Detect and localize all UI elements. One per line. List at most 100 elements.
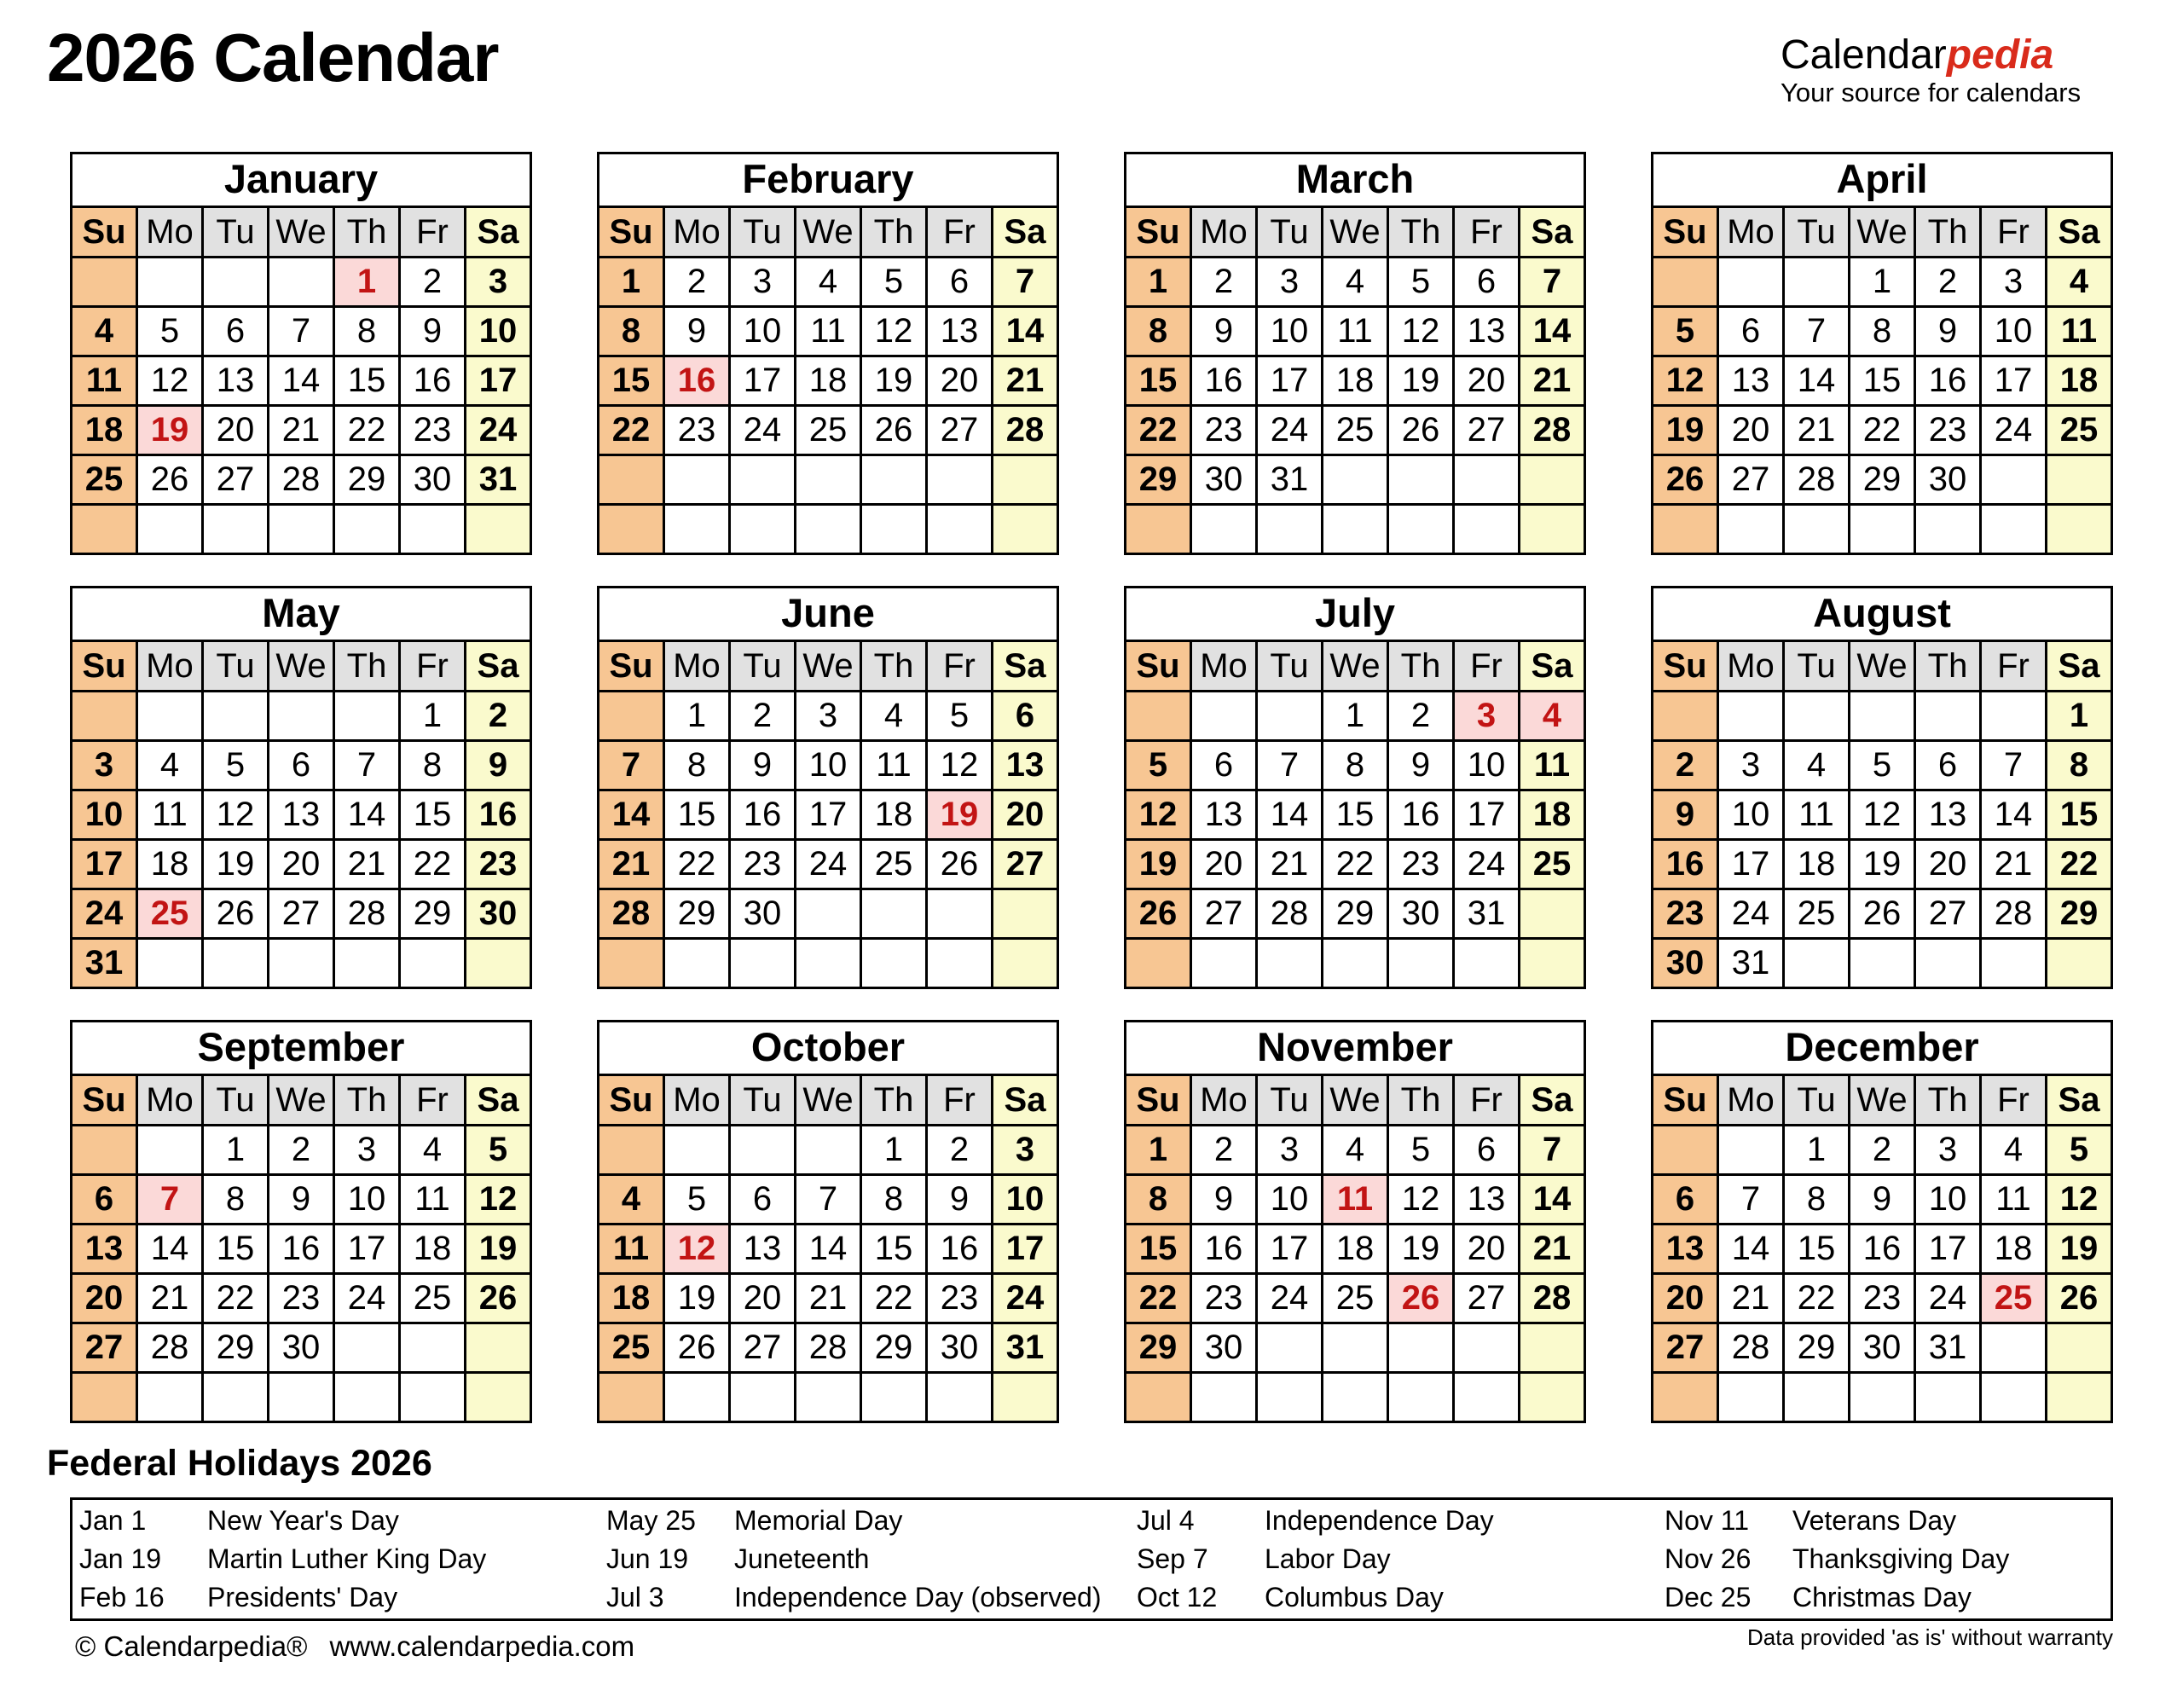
empty-cell — [1389, 1324, 1452, 1371]
empty-cell — [1785, 258, 1848, 305]
empty-cell — [1455, 940, 1518, 987]
date-cell: 18 — [1785, 841, 1848, 888]
date-cell: 16 — [1653, 841, 1717, 888]
date-cell: 20 — [731, 1275, 794, 1322]
day-header-su: Su — [1126, 642, 1190, 690]
date-cell: 7 — [1520, 258, 1584, 305]
date-cell: 15 — [1323, 791, 1387, 838]
empty-cell — [204, 940, 267, 987]
holiday-name: Independence Day — [1265, 1505, 1494, 1536]
day-header-tu: Tu — [731, 208, 794, 256]
date-cell: 6 — [1192, 742, 1255, 789]
month-title: March — [1126, 154, 1584, 206]
date-cell: 22 — [862, 1275, 925, 1322]
date-cell: 1 — [1126, 1126, 1190, 1173]
day-header-su: Su — [72, 1076, 136, 1124]
date-cell: 8 — [1850, 308, 1914, 355]
date-cell: 31 — [1719, 940, 1782, 987]
website-link[interactable]: www.calendarpedia.com — [329, 1630, 635, 1662]
date-cell: 21 — [1982, 841, 2045, 888]
date-cell: 4 — [599, 1176, 663, 1223]
date-cell: 12 — [1850, 791, 1914, 838]
date-cell: 26 — [1850, 890, 1914, 937]
date-cell: 7 — [335, 742, 398, 789]
copyright-label: © Calendarpedia® — [75, 1630, 308, 1662]
date-cell: 24 — [335, 1275, 398, 1322]
day-header-su: Su — [599, 642, 663, 690]
date-cell: 9 — [401, 308, 464, 355]
date-cell: 27 — [731, 1324, 794, 1371]
date-cell: 6 — [928, 258, 991, 305]
day-header-we: We — [269, 208, 333, 256]
date-cell: 21 — [335, 841, 398, 888]
date-cell: 4 — [401, 1126, 464, 1173]
empty-cell — [466, 940, 530, 987]
holiday-item: Jul 3 Independence Day (observed) — [599, 1578, 1130, 1617]
date-cell: 8 — [1126, 1176, 1190, 1223]
date-cell: 5 — [204, 742, 267, 789]
date-cell: 4 — [1520, 692, 1584, 739]
empty-cell — [1323, 506, 1387, 553]
date-cell: 25 — [599, 1324, 663, 1371]
empty-cell — [401, 1374, 464, 1421]
months-grid: January Su Mo Tu We Th Fr Sa 1 2 3 4 5 6 7 8 9 10 11 12 13 14… — [70, 152, 2113, 1423]
date-cell: 24 — [731, 407, 794, 454]
empty-cell — [72, 692, 136, 739]
day-header-mo: Mo — [138, 208, 201, 256]
date-cell: 1 — [2047, 692, 2111, 739]
date-cell: 2 — [1916, 258, 1979, 305]
date-cell: 20 — [1455, 1225, 1518, 1272]
date-cell: 1 — [335, 258, 398, 305]
date-cell: 12 — [1389, 1176, 1452, 1223]
date-cell: 11 — [2047, 308, 2111, 355]
month-february: February Su Mo Tu We Th Fr Sa 1 2 3 4 5 6 7 8 9 10 11 12 13 1… — [597, 152, 1059, 555]
date-cell: 21 — [599, 841, 663, 888]
date-cell: 21 — [796, 1275, 860, 1322]
day-header-su: Su — [1653, 208, 1717, 256]
date-cell: 9 — [1389, 742, 1452, 789]
holiday-date: Jan 1 — [79, 1505, 147, 1536]
date-cell: 5 — [466, 1126, 530, 1173]
day-header-sa: Sa — [993, 208, 1057, 256]
date-cell: 24 — [993, 1275, 1057, 1322]
empty-cell — [1258, 692, 1321, 739]
day-header-mo: Mo — [138, 642, 201, 690]
date-cell: 8 — [665, 742, 728, 789]
day-header-sa: Sa — [1520, 642, 1584, 690]
date-cell: 10 — [1916, 1176, 1979, 1223]
day-header-fr: Fr — [928, 642, 991, 690]
date-cell: 4 — [1323, 258, 1387, 305]
date-cell: 9 — [269, 1176, 333, 1223]
month-title: January — [72, 154, 530, 206]
date-cell: 27 — [928, 407, 991, 454]
date-cell: 28 — [1258, 890, 1321, 937]
holiday-column: Jan 1 New Year's Day Jan 19 Martin Luther K… — [72, 1502, 599, 1617]
holiday-name: Columbus Day — [1265, 1582, 1444, 1612]
logo-tagline: Your source for calendars — [1781, 78, 2082, 108]
empty-cell — [1982, 456, 2045, 503]
date-cell: 31 — [1455, 890, 1518, 937]
empty-cell — [1719, 258, 1782, 305]
date-cell: 14 — [796, 1225, 860, 1272]
date-cell: 15 — [1126, 357, 1190, 404]
day-header-fr: Fr — [1455, 642, 1518, 690]
day-header-sa: Sa — [466, 208, 530, 256]
day-header-mo: Mo — [1719, 642, 1782, 690]
date-cell: 20 — [1719, 407, 1782, 454]
date-cell: 11 — [599, 1225, 663, 1272]
logo-wordmark: Calendarpedia — [1781, 33, 2081, 77]
date-cell: 18 — [1323, 357, 1387, 404]
date-cell: 5 — [1389, 1126, 1452, 1173]
empty-cell — [1850, 940, 1914, 987]
date-cell: 17 — [993, 1225, 1057, 1272]
date-cell: 2 — [731, 692, 794, 739]
date-cell: 25 — [72, 456, 136, 503]
date-cell: 6 — [731, 1176, 794, 1223]
date-cell: 2 — [1850, 1126, 1914, 1173]
day-header-mo: Mo — [1192, 1076, 1255, 1124]
empty-cell — [862, 1374, 925, 1421]
date-cell: 11 — [72, 357, 136, 404]
date-cell: 6 — [1653, 1176, 1717, 1223]
date-cell: 1 — [204, 1126, 267, 1173]
